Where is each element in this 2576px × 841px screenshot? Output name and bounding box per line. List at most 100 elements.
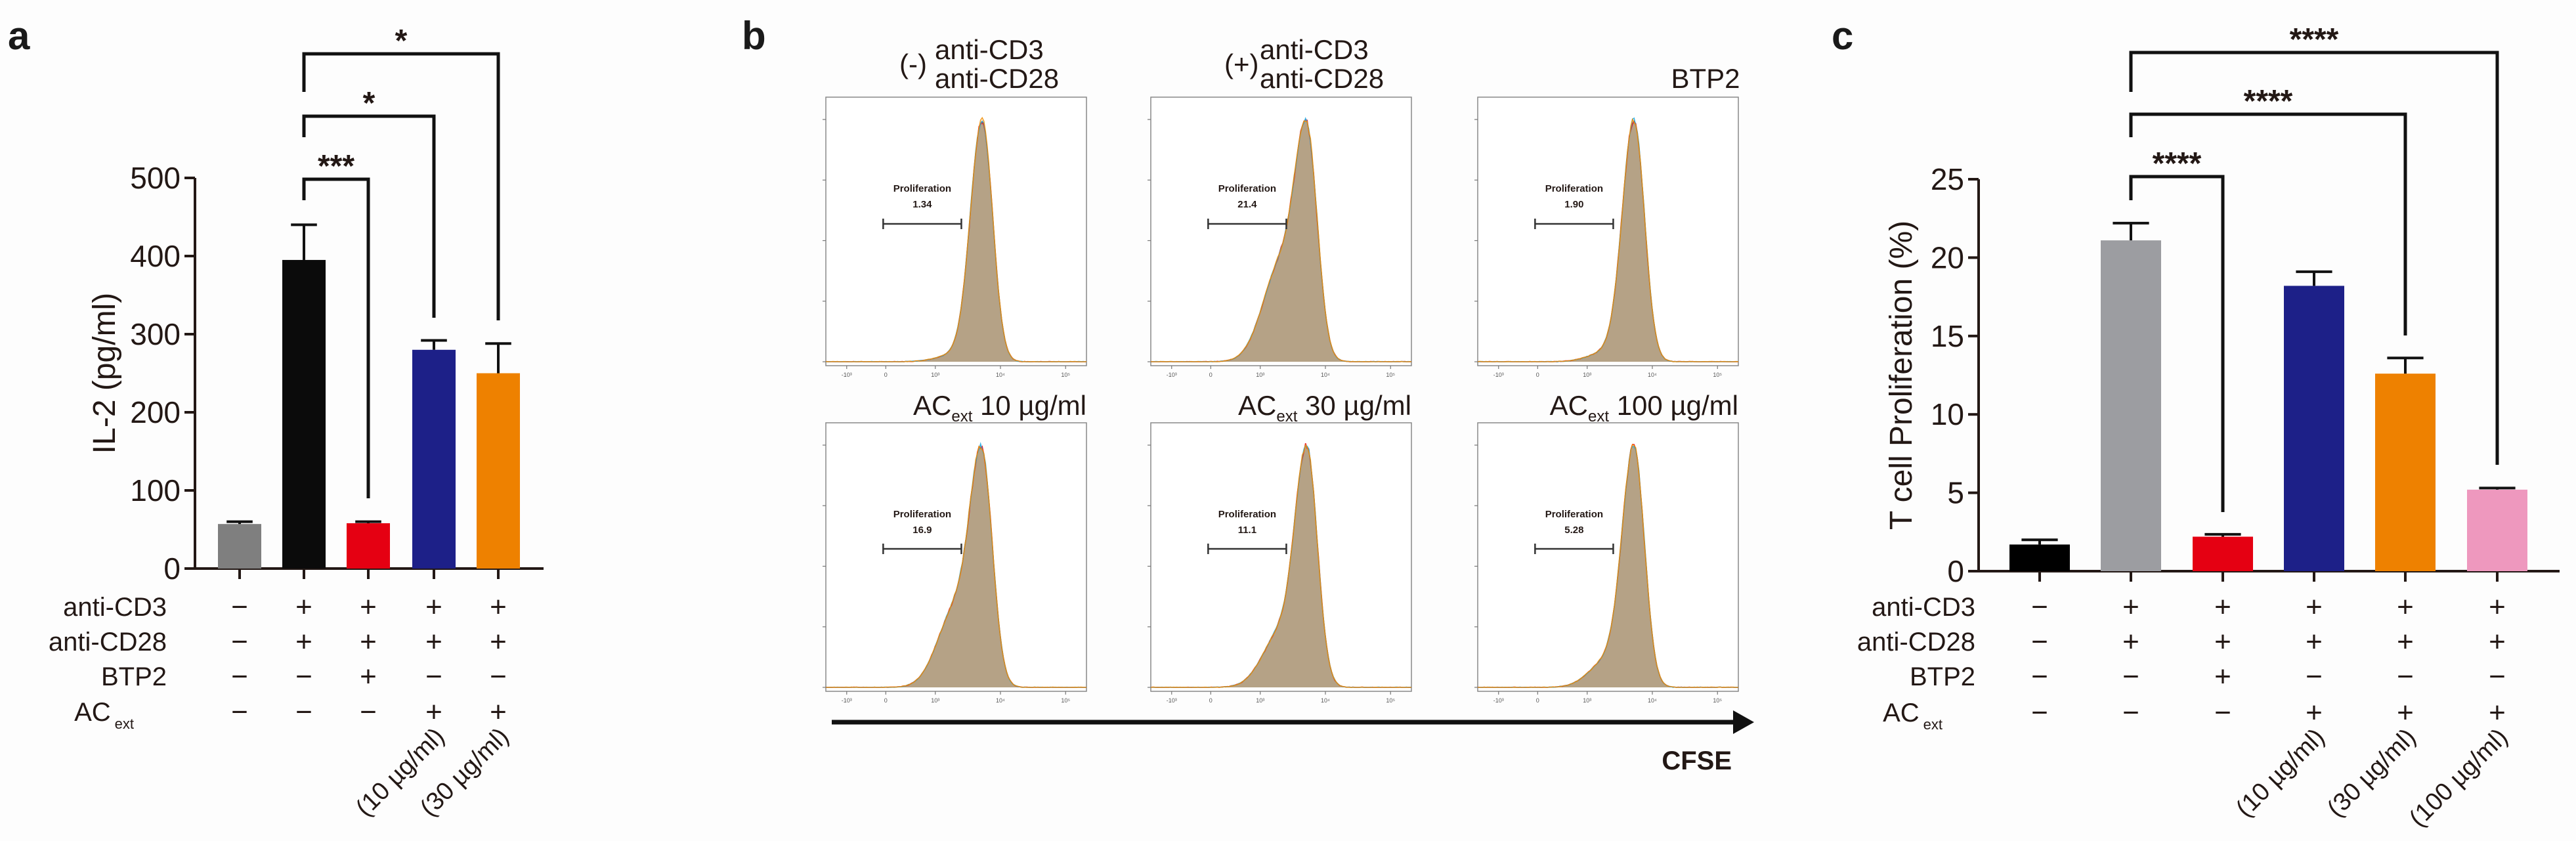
x-tick-label: 10⁵ bbox=[1386, 372, 1395, 378]
y-tick-label: 500 bbox=[130, 161, 181, 195]
condition-mark: + bbox=[2214, 660, 2231, 693]
bar bbox=[2284, 286, 2344, 571]
x-tick-label: 10³ bbox=[1256, 697, 1264, 704]
significance-bracket bbox=[2129, 112, 2407, 335]
gate-label: Proliferation bbox=[893, 509, 951, 520]
x-tick-label: 0 bbox=[1536, 372, 1539, 378]
bar bbox=[2375, 374, 2436, 571]
x-tick-label: 10⁵ bbox=[1713, 697, 1722, 704]
x-tick-label: -10³ bbox=[842, 697, 852, 704]
concentration-label: (10 µg/ml) bbox=[2231, 723, 2330, 823]
histogram-title: ACext 100 µg/ml bbox=[1550, 390, 1738, 425]
x-tick-label: 10⁴ bbox=[1321, 372, 1330, 378]
condition-mark: + bbox=[2489, 591, 2506, 623]
proliferation-value: 1.90 bbox=[1564, 199, 1583, 210]
condition-mark: + bbox=[2397, 697, 2414, 729]
condition-name: anti-CD3 bbox=[1872, 593, 1975, 622]
condition-row-label: AC ext bbox=[1883, 699, 1943, 733]
condition-name: anti-CD28 bbox=[49, 628, 167, 657]
proliferation-gate bbox=[1534, 544, 1614, 554]
bar bbox=[2193, 536, 2253, 571]
condition-mark: + bbox=[360, 626, 377, 658]
x-axis-label: CFSE bbox=[1662, 746, 1732, 775]
y-tick-label: 25 bbox=[1931, 162, 1964, 196]
x-tick-label: -10³ bbox=[842, 372, 852, 378]
significance-bracket bbox=[2129, 51, 2499, 465]
x-tick-label: -10³ bbox=[1493, 697, 1504, 704]
condition-subscript: ext bbox=[115, 716, 134, 732]
x-tick-label: 10³ bbox=[1256, 372, 1264, 378]
condition-mark: + bbox=[2306, 626, 2323, 658]
concentration-label: (30 µg/ml) bbox=[2322, 723, 2421, 823]
x-tick-label: 10⁵ bbox=[1713, 372, 1722, 378]
panel-c-proliferation-bar-chart: c 0 5 10 15 20 25 T cell Proliferation (%) anti-… bbox=[1832, 14, 2560, 832]
significance-stars: * bbox=[395, 24, 408, 58]
bar bbox=[412, 349, 456, 569]
condition-name: AC bbox=[74, 698, 111, 727]
significance-bracket bbox=[302, 114, 436, 318]
condition-mark: − bbox=[425, 660, 442, 693]
significance-bracket bbox=[302, 177, 370, 498]
proliferation-gate bbox=[1207, 544, 1287, 554]
significance-bracket bbox=[2129, 175, 2225, 512]
stimulation-sign: (-) bbox=[899, 49, 927, 79]
histogram-series-line bbox=[1477, 118, 1738, 362]
condition-mark: + bbox=[425, 626, 442, 658]
condition-row-label: anti-CD3 bbox=[1872, 593, 1975, 622]
significance-stars: * bbox=[363, 86, 376, 121]
condition-mark: − bbox=[231, 591, 248, 623]
condition-mark: + bbox=[2214, 591, 2231, 623]
condition-mark: + bbox=[360, 591, 377, 623]
bar bbox=[282, 259, 326, 569]
histogram-frame bbox=[1150, 97, 1412, 366]
gate-label: Proliferation bbox=[1545, 509, 1603, 520]
bar bbox=[2009, 544, 2070, 571]
x-tick-label: -10³ bbox=[1167, 372, 1177, 378]
x-tick-label: -10³ bbox=[1167, 697, 1177, 704]
condition-row-label: anti-CD28 bbox=[49, 628, 167, 657]
y-tick-label: 20 bbox=[1931, 240, 1964, 274]
histogram-frame bbox=[825, 97, 1087, 366]
significance-bracket bbox=[302, 52, 500, 320]
proliferation-value: 16.9 bbox=[912, 525, 932, 536]
condition-mark: + bbox=[2122, 591, 2139, 623]
significance-stars: **** bbox=[2153, 146, 2202, 181]
histogram-fill bbox=[1151, 445, 1411, 687]
proliferation-gate bbox=[882, 544, 962, 554]
condition-mark: − bbox=[2489, 660, 2506, 693]
bar bbox=[218, 524, 261, 569]
gate-label: Proliferation bbox=[1218, 183, 1276, 194]
condition-mark: + bbox=[490, 626, 507, 658]
x-tick-label: 10⁴ bbox=[1321, 697, 1330, 704]
y-axis-label: T cell Proliferation (%) bbox=[1884, 221, 1919, 530]
condition-mark: − bbox=[2031, 660, 2048, 693]
x-tick-label: 10⁵ bbox=[1386, 697, 1395, 704]
condition-mark: − bbox=[2306, 660, 2323, 693]
condition-mark: + bbox=[295, 626, 312, 658]
condition-mark: + bbox=[490, 591, 507, 623]
condition-mark: − bbox=[231, 626, 248, 658]
y-tick-label: 400 bbox=[130, 239, 181, 273]
condition-mark: + bbox=[360, 660, 377, 693]
x-tick-label: 0 bbox=[1209, 697, 1213, 704]
significance-stars: **** bbox=[2290, 22, 2339, 57]
condition-subscript: ext bbox=[1923, 716, 1943, 733]
condition-mark: + bbox=[425, 591, 442, 623]
histogram-series-line bbox=[1150, 120, 1412, 362]
condition-mark: + bbox=[2397, 591, 2414, 623]
histogram-title-line2: anti-CD28 bbox=[935, 63, 1059, 94]
panel-letter: c bbox=[1832, 14, 1853, 58]
x-tick-label: 10³ bbox=[931, 697, 939, 704]
condition-mark: + bbox=[425, 696, 442, 728]
histogram-title-line1: anti-CD3 bbox=[1260, 34, 1369, 65]
histogram-panel: ACext 10 µg/ml -10³ 0 10³ 10⁴ 10⁵ Proliferatio… bbox=[823, 390, 1087, 704]
condition-mark: + bbox=[2306, 697, 2323, 729]
bar bbox=[477, 373, 520, 569]
x-tick-label: 10⁵ bbox=[1061, 697, 1070, 704]
condition-mark: + bbox=[2214, 626, 2231, 658]
significance-stars: **** bbox=[2244, 84, 2293, 119]
condition-mark: − bbox=[2122, 697, 2139, 729]
condition-row-label: anti-CD3 bbox=[63, 593, 167, 622]
y-tick-label: 10 bbox=[1931, 397, 1964, 431]
